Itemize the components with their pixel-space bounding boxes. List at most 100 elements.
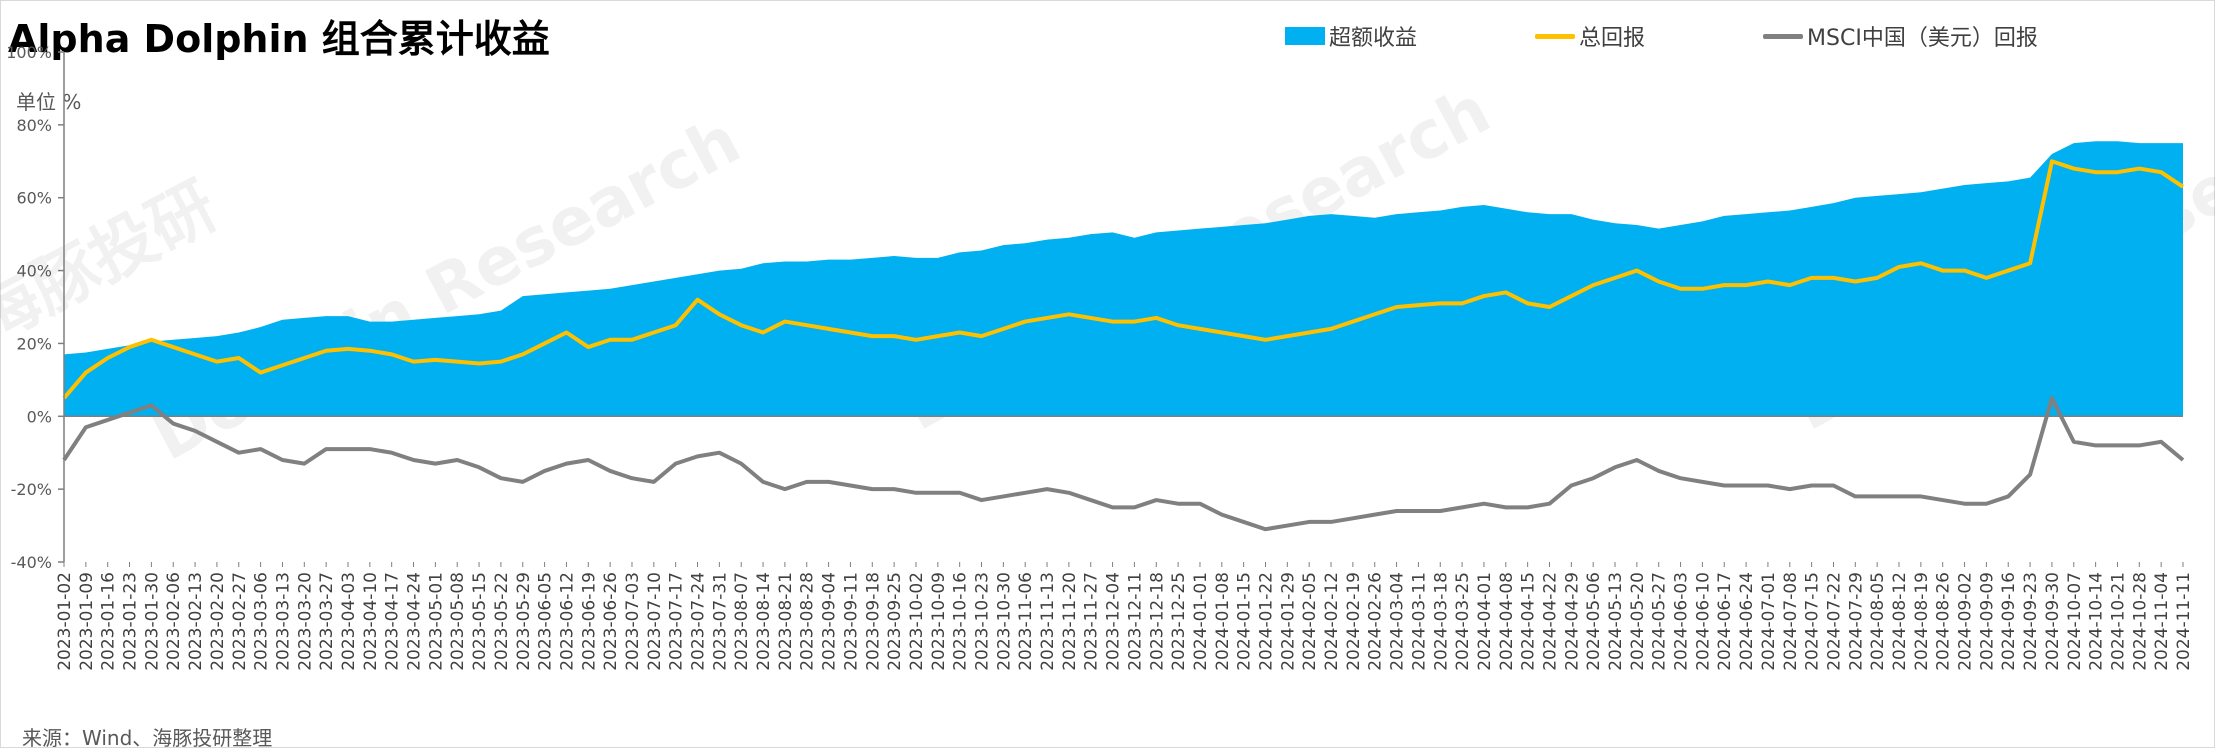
y-tick-label: 20% bbox=[16, 334, 52, 353]
x-tick-label: 2024-10-21 bbox=[2108, 572, 2128, 671]
x-tick-label: 2024-02-12 bbox=[1322, 572, 1342, 671]
x-tick-label: 2024-08-26 bbox=[1934, 572, 1954, 671]
x-tick-label: 2023-08-28 bbox=[798, 572, 818, 671]
series-line-msci bbox=[62, 396, 2185, 532]
x-tick-label: 2024-07-15 bbox=[1803, 572, 1823, 671]
x-tick-label: 2023-01-23 bbox=[121, 572, 141, 671]
x-tick-label: 2024-06-03 bbox=[1672, 572, 1692, 671]
x-tick-label: 2024-01-08 bbox=[1213, 572, 1233, 671]
y-tick-label: 0% bbox=[27, 407, 52, 426]
legend-item-excess: 超额收益 bbox=[1285, 20, 1417, 52]
x-tick-label: 2024-04-01 bbox=[1475, 572, 1495, 671]
x-tick-label: 2024-10-28 bbox=[2130, 572, 2150, 671]
x-tick-label: 2023-12-11 bbox=[1125, 572, 1145, 671]
x-tick-label: 2023-02-13 bbox=[186, 572, 206, 671]
legend-swatch-excess bbox=[1285, 27, 1325, 45]
x-tick-label: 2024-09-09 bbox=[1977, 572, 1997, 671]
x-tick-label: 2024-03-25 bbox=[1453, 572, 1473, 671]
series-area-excess bbox=[64, 141, 2183, 417]
x-tick-label: 2024-09-16 bbox=[1999, 572, 2019, 671]
x-tick-label: 2023-06-05 bbox=[536, 572, 556, 671]
x-tick-label: 2023-01-02 bbox=[55, 572, 75, 671]
x-tick-label: 2023-12-04 bbox=[1104, 572, 1124, 671]
x-tick-label: 2023-05-01 bbox=[426, 572, 446, 671]
x-tick-label: 2024-11-04 bbox=[2152, 572, 2172, 671]
x-tick-label: 2023-07-03 bbox=[623, 572, 643, 671]
x-tick-label: 2023-01-16 bbox=[99, 572, 119, 671]
y-tick-label: 100% bbox=[6, 43, 52, 62]
x-tick-label: 2023-03-20 bbox=[295, 572, 315, 671]
x-tick-label: 2023-04-17 bbox=[383, 572, 403, 671]
x-tick-label: 2023-04-10 bbox=[361, 572, 381, 671]
chart-legend: 超额收益 总回报 MSCI中国（美元）回报 bbox=[1285, 20, 2156, 52]
x-tick-label: 2024-03-04 bbox=[1388, 572, 1408, 671]
legend-label-msci: MSCI中国（美元）回报 bbox=[1807, 26, 2038, 51]
x-tick-label: 2023-10-02 bbox=[907, 572, 927, 671]
x-tick-label: 2023-05-29 bbox=[514, 572, 534, 671]
x-tick-label: 2024-07-29 bbox=[1846, 572, 1866, 671]
x-tick-label: 2023-09-11 bbox=[841, 572, 861, 671]
x-tick-label: 2024-04-15 bbox=[1519, 572, 1539, 671]
x-tick-label: 2024-11-11 bbox=[2174, 572, 2194, 671]
x-tick-label: 2023-04-24 bbox=[405, 572, 425, 671]
x-tick-label: 2024-04-29 bbox=[1562, 572, 1582, 671]
chart-title: Alpha Dolphin 组合累计收益 bbox=[8, 17, 550, 61]
x-tick-label: 2024-08-12 bbox=[1890, 572, 1910, 671]
x-tick-label: 2024-09-02 bbox=[1956, 572, 1976, 671]
x-tick-label: 2023-08-21 bbox=[776, 572, 796, 671]
x-tick-label: 2023-11-06 bbox=[1016, 572, 1036, 671]
x-tick-label: 2023-11-20 bbox=[1060, 572, 1080, 671]
x-tick-label: 2023-09-25 bbox=[885, 572, 905, 671]
x-tick-label: 2024-06-10 bbox=[1693, 572, 1713, 671]
series-line-total bbox=[62, 159, 2185, 400]
x-tick-label: 2023-10-30 bbox=[994, 572, 1014, 671]
x-tick-label: 2023-03-13 bbox=[273, 572, 293, 671]
x-tick-label: 2024-08-19 bbox=[1912, 572, 1932, 671]
x-tick-label: 2023-07-17 bbox=[667, 572, 687, 671]
x-tick-label: 2024-09-30 bbox=[2043, 572, 2063, 671]
x-tick-label: 2023-05-08 bbox=[448, 572, 468, 671]
x-tick-label: 2024-05-20 bbox=[1628, 572, 1648, 671]
x-tick-label: 2024-09-23 bbox=[2021, 572, 2041, 671]
x-tick-label: 2023-07-31 bbox=[710, 572, 730, 671]
x-tick-label: 2023-06-19 bbox=[579, 572, 599, 671]
x-tick-label: 2024-04-08 bbox=[1497, 572, 1517, 671]
x-tick-label: 2023-04-03 bbox=[339, 572, 359, 671]
x-tick-label: 2023-06-12 bbox=[557, 572, 577, 671]
legend-label-total: 总回报 bbox=[1579, 26, 1646, 51]
x-tick-label: 2024-07-01 bbox=[1759, 572, 1779, 671]
x-tick-label: 2024-02-05 bbox=[1300, 572, 1320, 671]
x-tick-label: 2023-12-25 bbox=[1169, 572, 1189, 671]
x-tick-label: 2024-05-06 bbox=[1584, 572, 1604, 671]
x-tick-label: 2023-08-07 bbox=[732, 572, 752, 671]
x-tick-label: 2023-01-09 bbox=[77, 572, 97, 671]
x-tick-label: 2023-02-27 bbox=[230, 572, 250, 671]
x-tick-label: 2023-01-30 bbox=[142, 572, 162, 671]
x-tick-label: 2024-05-27 bbox=[1650, 572, 1670, 671]
legend-item-total: 总回报 bbox=[1535, 20, 1645, 52]
x-tick-label: 2023-11-13 bbox=[1038, 572, 1058, 671]
x-tick-label: 2023-06-26 bbox=[601, 572, 621, 671]
x-tick-label: 2023-02-20 bbox=[208, 572, 228, 671]
x-tick-label: 2024-07-08 bbox=[1781, 572, 1801, 671]
x-tick-label: 2024-01-22 bbox=[1256, 572, 1276, 671]
x-tick-label: 2023-07-24 bbox=[689, 572, 709, 671]
y-tick-label: 80% bbox=[16, 116, 52, 135]
x-tick-label: 2023-03-06 bbox=[252, 572, 272, 671]
x-tick-label: 2023-08-14 bbox=[754, 572, 774, 671]
x-tick-label: 2024-02-26 bbox=[1366, 572, 1386, 671]
x-tick-label: 2024-01-15 bbox=[1235, 572, 1255, 671]
legend-label-excess: 超额收益 bbox=[1329, 26, 1418, 51]
x-tick-label: 2023-05-15 bbox=[470, 572, 490, 671]
x-tick-label: 2023-09-04 bbox=[820, 572, 840, 671]
x-tick-label: 2024-07-22 bbox=[1824, 572, 1844, 671]
y-tick-label: 60% bbox=[16, 189, 52, 208]
x-tick-label: 2024-01-01 bbox=[1191, 572, 1211, 671]
x-tick-label: 2024-10-07 bbox=[2065, 572, 2085, 671]
x-tick-label: 2024-04-22 bbox=[1540, 572, 1560, 671]
y-tick-label: -20% bbox=[11, 480, 52, 499]
x-tick-label: 2023-12-18 bbox=[1147, 572, 1167, 671]
x-tick-label: 2023-03-27 bbox=[317, 572, 337, 671]
x-tick-label: 2023-10-23 bbox=[973, 572, 993, 671]
